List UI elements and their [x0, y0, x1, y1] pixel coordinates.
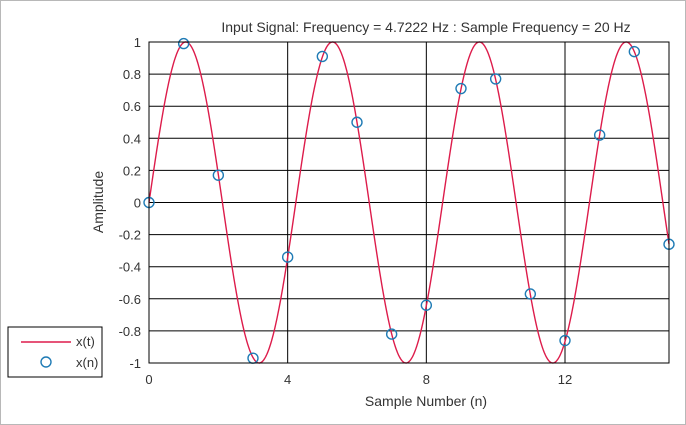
y-tick-label: 1: [134, 35, 141, 50]
sample-point: [316, 50, 329, 63]
y-tick-label: 0: [134, 196, 141, 211]
sample-point: [628, 45, 641, 58]
continuous-signal-layer: [148, 41, 670, 364]
y-tick-label: -0.2: [119, 228, 141, 243]
y-tick-label: -0.8: [119, 324, 141, 339]
x-axis-label: Sample Number (n): [365, 393, 487, 409]
y-tick-label: 0.8: [123, 67, 141, 82]
x-tick-label: 12: [558, 372, 572, 387]
sample-point: [489, 73, 502, 85]
legend: x(t) x(n): [7, 326, 103, 378]
sample-point: [420, 299, 433, 311]
x-tick-label: 4: [284, 372, 291, 387]
y-tick-label: 0.4: [123, 131, 141, 146]
legend-label-xt: x(t): [76, 334, 95, 349]
plot-frame: [148, 41, 670, 364]
legend-box: [7, 326, 103, 378]
legend-marker-swatch: [40, 356, 52, 368]
x-tick-label: 0: [145, 372, 152, 387]
legend-label-xn: x(n): [76, 355, 98, 370]
y-tick-label: -0.4: [119, 260, 141, 275]
chart-title: Input Signal: Frequency = 4.7222 Hz : Sa…: [221, 19, 630, 35]
series-xt-line: [148, 41, 670, 364]
y-tick-label: -0.6: [119, 292, 141, 307]
y-tick-label: -1: [129, 356, 141, 371]
sample-point: [559, 334, 571, 347]
y-tick-labels: -1 -0.8 -0.6 -0.4 -0.2 0 0.2 0.4 0.6 0.8 1: [119, 35, 141, 371]
sample-point: [212, 169, 225, 181]
sample-point: [593, 129, 606, 141]
sample-point: [455, 82, 467, 95]
y-tick-label: 0.2: [123, 163, 141, 178]
sample-point: [385, 328, 398, 340]
y-axis-label: Amplitude: [90, 171, 106, 233]
sample-point: [281, 251, 294, 263]
sample-point: [524, 288, 537, 300]
x-tick-label: 8: [423, 372, 430, 387]
sample-point: [177, 37, 190, 50]
x-tick-labels: 0 4 8 12: [145, 372, 572, 387]
sample-point: [351, 116, 363, 128]
y-tick-label: 0.6: [123, 99, 141, 114]
